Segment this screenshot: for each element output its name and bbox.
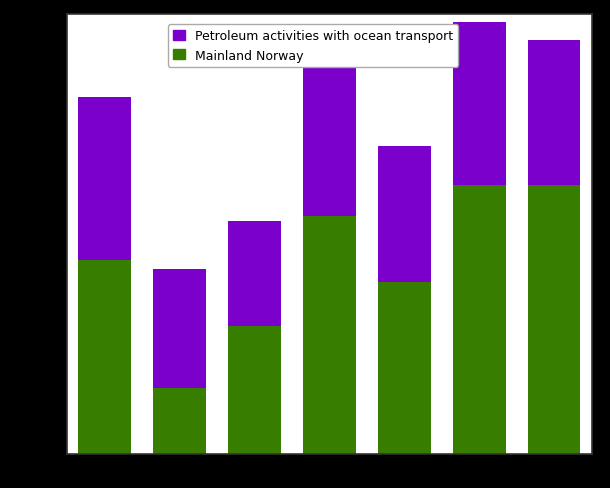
Bar [153,269,206,388]
Bar [378,146,431,283]
Legend: Petroleum activities with ocean transport, Mainland Norway: Petroleum activities with ocean transpor… [168,25,458,67]
Bar [78,98,131,261]
Bar [453,23,506,186]
Bar [153,388,206,454]
Bar [303,217,356,454]
Bar [378,283,431,454]
Bar [528,41,581,186]
Bar [228,326,281,454]
Bar [303,63,356,217]
Bar [528,186,581,454]
Bar [78,261,131,454]
Bar [453,186,506,454]
Bar [228,221,281,326]
